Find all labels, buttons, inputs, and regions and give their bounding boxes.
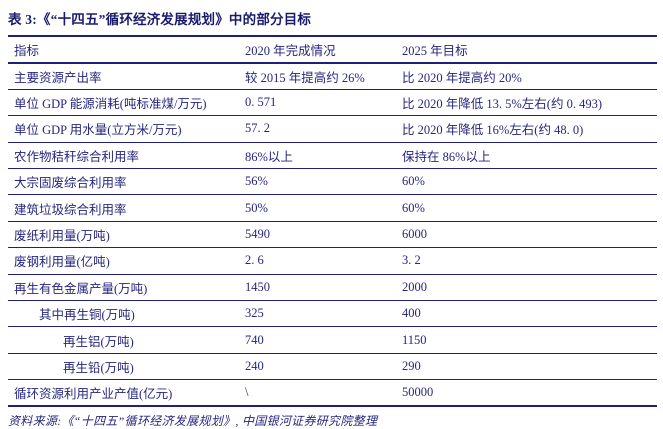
completed-2020-cell: 86%以上 bbox=[239, 142, 396, 168]
indicator-cell: 大宗固废综合利用率 bbox=[14, 176, 127, 191]
indicator-cell: 循环资源利用产业产值(亿元) bbox=[14, 387, 173, 402]
targets-table: 指标 2020 年完成情况 2025 年目标 主要资源产出率 较 2015 年提高… bbox=[8, 35, 657, 408]
target-2025-cell: 6000 bbox=[396, 221, 657, 247]
completed-2020-cell: 56% bbox=[239, 169, 396, 195]
table-row: 单位 GDP 能源消耗(吨标准煤/万元) 0. 571 比 2020 年降低 13.… bbox=[8, 89, 657, 116]
indicator-cell: 再生铅(万吨) bbox=[63, 360, 134, 375]
indicator-cell: 主要资源产出率 bbox=[14, 70, 102, 85]
indicator-cell: 单位 GDP 用水量(立方米/万元) bbox=[14, 123, 182, 138]
target-2025-cell: 400 bbox=[396, 301, 657, 327]
table-row: 主要资源产出率 较 2015 年提高约 26% 比 2020 年提高约 20% bbox=[8, 63, 657, 90]
table-body: 主要资源产出率较 2015 年提高约 26% 比 2020 年提高约 20% 单位 … bbox=[8, 63, 657, 406]
indicator-cell: 其中再生铜(万吨) bbox=[39, 308, 135, 323]
column-header-indicator: 指标 bbox=[14, 44, 40, 58]
indicator-cell: 建筑垃圾综合利用率 bbox=[14, 202, 127, 217]
target-2025-cell: 比 2020 年降低 16%左右(约 48. 0) bbox=[396, 116, 657, 142]
indicator-cell: 废钢利用量(亿吨) bbox=[14, 255, 110, 270]
table-row: 废钢利用量(亿吨) 2. 6 3. 2 bbox=[8, 248, 657, 275]
completed-2020-cell: 57. 2 bbox=[239, 116, 396, 142]
column-header-2025-target: 2025 年目标 bbox=[396, 36, 657, 63]
table-row: 废纸利用量(万吨) 5490 6000 bbox=[8, 221, 657, 248]
target-2025-cell: 3. 2 bbox=[396, 248, 657, 274]
table-row: 再生有色金属产量(万吨) 1450 2000 bbox=[8, 274, 657, 301]
table-row: 其中再生铜(万吨) 325 400 bbox=[8, 301, 657, 327]
indicator-cell: 再生铝(万吨) bbox=[63, 334, 134, 349]
table-row: 农作物秸秆综合利用率 86%以上 保持在 86%以上 bbox=[8, 142, 657, 169]
completed-2020-cell: 0. 571 bbox=[239, 89, 396, 115]
target-2025-cell: 60% bbox=[396, 195, 657, 221]
header-row: 指标 2020 年完成情况 2025 年目标 bbox=[8, 36, 657, 63]
completed-2020-cell: 740 bbox=[239, 327, 396, 353]
source-note: 资料来源:《“十四五”循环经济发展规划》, 中国银河证券研究院整理 bbox=[8, 414, 378, 429]
target-2025-cell: 2000 bbox=[396, 274, 657, 300]
table-row: 再生铝(万吨) 740 1150 bbox=[8, 327, 657, 354]
target-2025-cell: 比 2020 年提高约 20% bbox=[396, 63, 657, 89]
indicator-cell: 单位 GDP 能源消耗(吨标准煤/万元) bbox=[14, 97, 207, 112]
completed-2020-cell: 240 bbox=[239, 353, 396, 379]
target-2025-cell: 保持在 86%以上 bbox=[396, 142, 657, 168]
table-title: 表 3:《“十四五”循环经济发展规划》中的部分目标 bbox=[8, 12, 312, 27]
completed-2020-cell: 1450 bbox=[239, 274, 396, 300]
completed-2020-cell: 325 bbox=[239, 301, 396, 327]
target-2025-cell: 50000 bbox=[396, 380, 657, 406]
indicator-cell: 农作物秸秆综合利用率 bbox=[14, 149, 140, 164]
table-row: 循环资源利用产业产值(亿元) \ 50000 bbox=[8, 380, 657, 406]
completed-2020-cell: 2. 6 bbox=[239, 248, 396, 274]
target-2025-cell: 60% bbox=[396, 169, 657, 195]
table-row: 再生铅(万吨) 240 290 bbox=[8, 353, 657, 380]
target-2025-cell: 290 bbox=[396, 353, 657, 379]
completed-2020-cell: 5490 bbox=[239, 221, 396, 247]
completed-2020-cell: 50% bbox=[239, 195, 396, 221]
table-row: 建筑垃圾综合利用率 50% 60% bbox=[8, 195, 657, 222]
table-row: 大宗固废综合利用率 56% 60% bbox=[8, 169, 657, 195]
indicator-cell: 废纸利用量(万吨) bbox=[14, 229, 110, 244]
completed-2020-cell: \ bbox=[239, 380, 396, 406]
target-2025-cell: 比 2020 年降低 13. 5%左右(约 0. 493) bbox=[396, 89, 657, 115]
indicator-cell: 再生有色金属产量(万吨) bbox=[14, 281, 148, 296]
completed-2020-cell: 较 2015 年提高约 26% bbox=[239, 63, 396, 89]
target-2025-cell: 1150 bbox=[396, 327, 657, 353]
column-header-2020-completed: 2020 年完成情况 bbox=[239, 36, 396, 63]
